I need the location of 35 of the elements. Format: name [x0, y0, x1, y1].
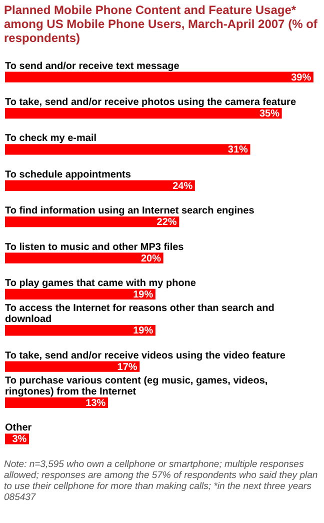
y-tick-label: Other [5, 422, 32, 434]
data-label: 19% [133, 289, 154, 300]
chart-title: Planned Mobile Phone Content and Feature Usage* among US Mobile Phone Users, March-April 2007 (% of respondents) [3, 2, 318, 47]
bar [5, 397, 108, 408]
data-label: 35% [259, 108, 280, 120]
bar [5, 144, 250, 155]
data-label: 22% [156, 217, 177, 228]
bar [5, 72, 314, 82]
text: Note: n=3,595 who own a cellphone or smartphone; multiple responses allowed; responses are among the 57% of respondents who said they plan to use their cellphone for more than making calls; *in the next three years [4, 459, 319, 492]
y-tick-label: To access the Internet for reasons other than search and download [5, 303, 274, 326]
bar [5, 108, 282, 119]
data-label: 13% [86, 398, 106, 409]
bar [5, 325, 156, 336]
text: 085437 [4, 492, 37, 503]
y-tick-label: To listen to music and other MP3 files [5, 242, 184, 253]
y-tick-label: To send and/or receive text message [5, 60, 180, 72]
y-tick-label: To take, send and/or receive photos using the camera feature [5, 97, 296, 108]
data-label: 3% [12, 434, 27, 446]
y-tick-label: To find information using an Internet search engines [5, 206, 255, 217]
data-label: 19% [133, 326, 154, 337]
bar [5, 288, 156, 300]
bar [5, 252, 164, 264]
y-tick-label: To purchase various content (eg music, games, videos, ringtones) from the Internet [5, 375, 268, 398]
data-label: 39% [291, 72, 312, 84]
data-label: 20% [140, 253, 162, 264]
data-label: 31% [228, 144, 248, 156]
y-tick-label: To play games that came with my phone [5, 278, 196, 289]
data-label: 17% [117, 362, 138, 373]
bar [5, 180, 195, 191]
bar [5, 361, 140, 372]
y-tick-label: To schedule appointments [5, 169, 132, 180]
data-label: 24% [172, 180, 193, 192]
bar [5, 216, 180, 228]
y-tick-label: To check my e-mail [5, 133, 97, 144]
y-tick-label: To take, send and/or receive videos using the video feature [5, 350, 286, 362]
